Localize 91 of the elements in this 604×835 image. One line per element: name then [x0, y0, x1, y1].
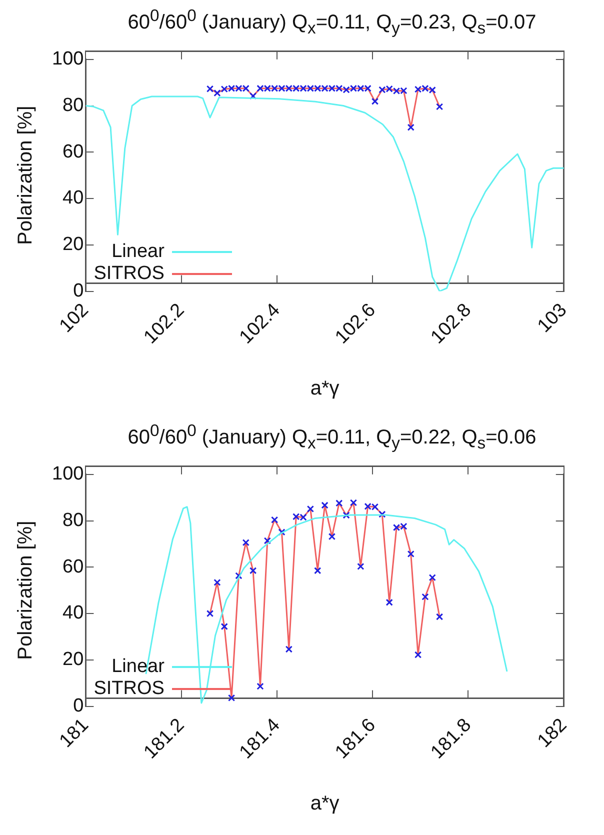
y-tick-label: 80	[62, 510, 84, 532]
point	[256, 682, 264, 690]
chart-title: 60$^{0}$/60$^{0}$ (January) Q$_{x}$=0.11, Q$_{y}$=0.22, Q$_{s}$=0.06	[128, 421, 536, 453]
point	[285, 84, 293, 92]
point	[436, 103, 444, 110]
point	[321, 84, 328, 92]
point	[285, 646, 293, 653]
point	[407, 550, 414, 558]
point	[378, 86, 386, 94]
x-axis-title: a*γ	[310, 792, 340, 815]
y-tick-label: 40	[62, 602, 84, 624]
y-tick-label: 100	[52, 48, 84, 70]
point	[350, 499, 358, 506]
point	[214, 89, 221, 97]
point	[235, 84, 242, 92]
y-tick-label: 0	[73, 280, 84, 302]
point	[350, 84, 358, 92]
point	[271, 516, 278, 524]
point	[306, 505, 314, 513]
point	[400, 87, 408, 94]
y-tick-label: 20	[62, 234, 84, 256]
point	[364, 84, 372, 92]
y-tick-label: 80	[62, 95, 84, 116]
point	[256, 84, 264, 92]
point	[342, 86, 350, 94]
point	[357, 562, 364, 570]
point	[407, 124, 414, 131]
point	[264, 84, 271, 92]
point	[357, 84, 364, 92]
point	[422, 84, 429, 92]
chart-title: 60$^{0}$/60$^{0}$ (January) Q$_{x}$=0.11, Q$_{y}$=0.23, Q$_{s}$=0.07	[128, 6, 536, 38]
point	[364, 502, 372, 510]
point	[220, 622, 228, 630]
point	[321, 502, 328, 509]
point	[428, 574, 436, 582]
point	[206, 85, 214, 92]
point	[392, 524, 400, 532]
point	[278, 528, 286, 536]
point	[300, 84, 307, 92]
point	[414, 86, 422, 93]
x-tick-label: 103	[534, 300, 572, 337]
point	[300, 514, 307, 521]
point	[336, 500, 343, 507]
point	[378, 510, 386, 518]
x-tick-label: 182	[534, 714, 572, 752]
x-axis-title: a*γ	[310, 378, 340, 400]
point	[306, 84, 314, 92]
legend-label: Linear	[112, 241, 164, 264]
point	[386, 598, 393, 606]
point	[271, 84, 278, 92]
y-axis-title: Polarization [%]	[14, 106, 37, 245]
point	[371, 503, 379, 510]
point	[264, 537, 271, 544]
point	[336, 84, 343, 92]
point	[414, 651, 422, 658]
point	[235, 572, 242, 580]
y-tick-label: 60	[62, 556, 84, 578]
point	[292, 84, 300, 92]
point	[249, 567, 257, 574]
y-tick-label: 0	[73, 695, 84, 716]
point	[422, 593, 429, 600]
y-tick-label: 100	[52, 464, 84, 485]
y-tick-label: 40	[62, 188, 84, 209]
x-tick-label: 102	[56, 300, 93, 337]
y-axis-title: Polarization [%]	[14, 520, 37, 660]
y-tick-label: 20	[62, 649, 84, 670]
legend-label: SITROS	[94, 263, 164, 286]
point	[278, 84, 286, 92]
point	[242, 538, 250, 546]
point	[386, 85, 393, 92]
point	[214, 578, 221, 586]
point	[206, 610, 214, 618]
point	[242, 84, 250, 92]
point	[228, 84, 236, 92]
point	[436, 613, 444, 620]
point	[314, 567, 322, 574]
point	[392, 87, 400, 95]
point	[428, 86, 436, 94]
point	[342, 512, 350, 519]
point	[328, 532, 336, 540]
point	[228, 694, 236, 702]
point	[371, 98, 379, 105]
point	[400, 522, 408, 530]
point	[220, 86, 228, 93]
y-tick-label: 60	[62, 141, 84, 162]
point	[249, 92, 257, 100]
legend-label: SITROS	[94, 678, 164, 700]
x-tick-label: 181	[56, 714, 93, 752]
point	[292, 513, 300, 520]
point	[328, 84, 336, 92]
point	[314, 84, 322, 92]
